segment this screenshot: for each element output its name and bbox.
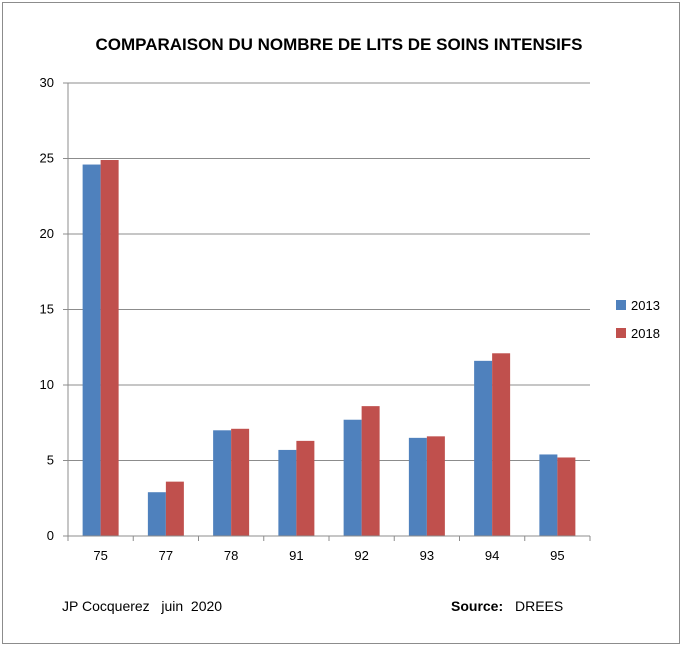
- y-tick-label: 20: [40, 226, 54, 241]
- legend-label-2013: 2013: [631, 298, 660, 313]
- x-tick-label: 92: [354, 548, 368, 563]
- grid-lines: [63, 82, 590, 537]
- x-tick-label: 78: [224, 548, 238, 563]
- chart-title: COMPARAISON DU NOMBRE DE LITS DE SOINS I…: [95, 35, 582, 54]
- bar-2013-95: [539, 454, 558, 536]
- bar-2018-77: [165, 481, 184, 536]
- source-value: DREES: [515, 598, 563, 614]
- legend-label-2018: 2018: [631, 326, 660, 341]
- legend-swatch-2018: [616, 328, 626, 338]
- y-tick-label: 30: [40, 75, 54, 90]
- x-tick-label: 95: [550, 548, 564, 563]
- x-axis-ticks: 75 77 78 91 92 93 94 95: [93, 548, 564, 563]
- bar-2018-75: [100, 160, 119, 536]
- y-tick-label: 25: [40, 151, 54, 166]
- bar-2013-77: [147, 492, 166, 536]
- bar-2013-94: [474, 360, 493, 536]
- x-tick-label: 93: [420, 548, 434, 563]
- bar-2013-78: [213, 430, 232, 536]
- x-tick-label: 75: [93, 548, 107, 563]
- bar-2018-92: [361, 406, 380, 536]
- y-axis-ticks: 0 5 10 15 20 25 30: [40, 75, 54, 543]
- bars: [82, 160, 576, 537]
- bar-2013-75: [82, 164, 101, 537]
- author-note: JP Cocquerez juin 2020: [62, 598, 222, 614]
- bar-2013-91: [278, 449, 297, 536]
- bar-2018-91: [296, 440, 315, 536]
- legend: 2013 2018: [616, 298, 660, 341]
- y-tick-label: 5: [47, 453, 54, 468]
- bar-2013-92: [343, 419, 362, 536]
- x-tick-label: 94: [485, 548, 499, 563]
- bar-2018-78: [231, 428, 250, 536]
- source-label: Source:: [451, 598, 503, 614]
- x-tick-label: 91: [289, 548, 303, 563]
- bar-2018-95: [557, 457, 576, 536]
- axes: [67, 83, 591, 541]
- bar-2018-94: [492, 353, 511, 536]
- bar-2018-93: [426, 436, 445, 536]
- bar-2013-93: [408, 437, 427, 536]
- y-tick-label: 10: [40, 377, 54, 392]
- legend-swatch-2013: [616, 300, 626, 310]
- y-tick-label: 0: [47, 528, 54, 543]
- x-tick-label: 77: [159, 548, 173, 563]
- y-tick-label: 15: [40, 302, 54, 317]
